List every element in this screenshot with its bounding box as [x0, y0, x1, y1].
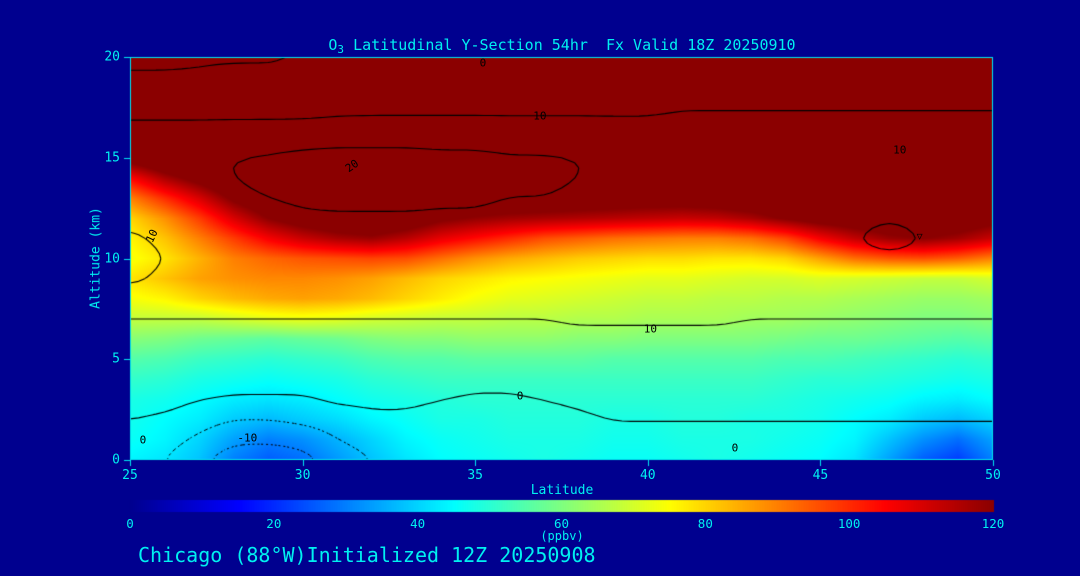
- colorbar-unit-label: (ppbv): [540, 529, 584, 543]
- chart-title: O3 Latitudinal Y-Section 54hr Fx Valid 1…: [328, 36, 796, 56]
- chart-title-text: Latitudinal Y-Section 54hr Fx Valid 18Z …: [344, 36, 796, 54]
- x-axis-title: Latitude: [530, 483, 594, 498]
- chart-title-o3-subscript: 3: [337, 43, 345, 56]
- chart-title-o3: O: [328, 36, 338, 54]
- y-axis-title: Altitude (km): [88, 207, 104, 309]
- footer-caption: Chicago (88°W)Initialized 12Z 20250908: [138, 543, 596, 567]
